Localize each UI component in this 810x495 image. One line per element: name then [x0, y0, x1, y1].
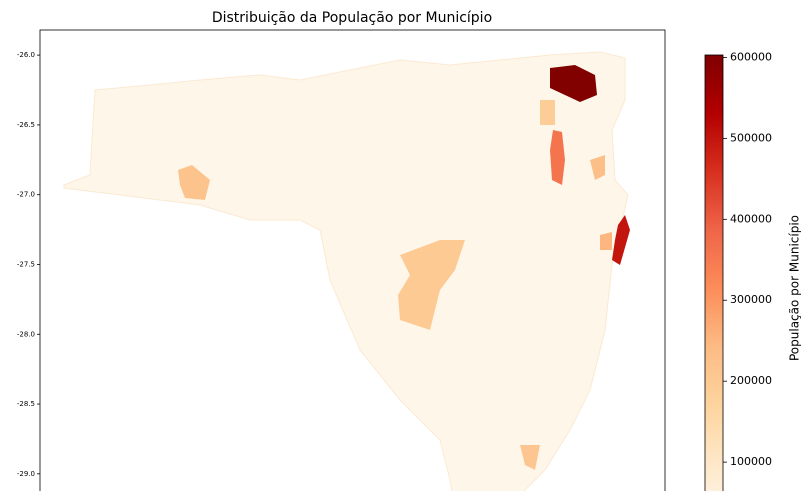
colorbar-tick-label: 600000 — [730, 50, 772, 63]
y-tick-label: -26.0 — [17, 51, 35, 59]
plot-frame — [39, 29, 666, 495]
municipality — [520, 445, 540, 470]
colorbar-tick-label: 500000 — [730, 131, 772, 144]
map-title: Distribuição da População por Município — [212, 10, 492, 26]
municipality — [590, 155, 605, 180]
municipality — [178, 165, 210, 200]
y-tick-label: -28.0 — [17, 330, 35, 338]
municipality — [550, 65, 597, 102]
colorbar — [704, 54, 724, 495]
y-tick-label: -27.5 — [17, 260, 35, 268]
municipality — [600, 232, 612, 250]
y-tick-label: -26.5 — [17, 121, 35, 129]
municipality — [612, 215, 630, 265]
municipality — [550, 130, 565, 185]
colorbar-tick-label: 300000 — [730, 293, 772, 306]
colorbar-tick-label: 100000 — [730, 455, 772, 468]
municipality — [63, 51, 629, 495]
colorbar-tick-label: 200000 — [730, 374, 772, 387]
municipality — [398, 240, 465, 330]
municipality — [540, 100, 555, 125]
y-tick-label: -27.0 — [17, 191, 35, 199]
colorbar-label: População por Município — [788, 215, 802, 361]
y-tick-label: -29.0 — [17, 470, 35, 478]
y-tick-label: -28.5 — [17, 400, 35, 408]
colorbar-tick-label: 400000 — [730, 212, 772, 225]
